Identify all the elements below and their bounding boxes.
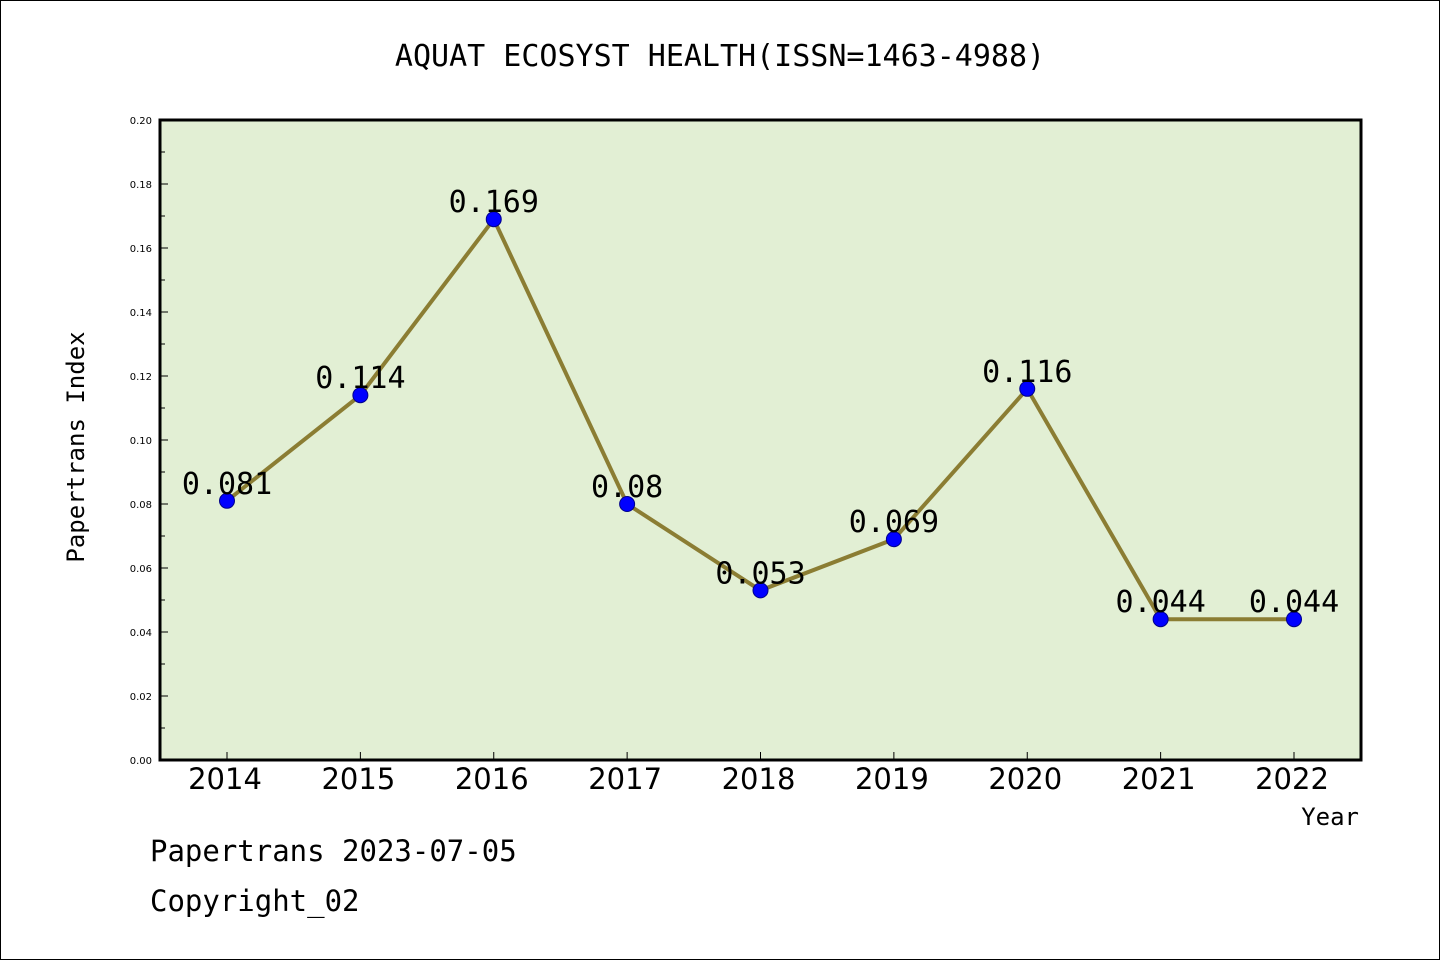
- y-tick-label: 0.18: [130, 180, 152, 191]
- y-tick-label: 0.16: [130, 244, 152, 255]
- x-tick-label: 2014: [188, 762, 262, 796]
- y-tick-label: 0.14: [130, 308, 152, 319]
- y-tick-label: 0.20: [130, 116, 152, 127]
- x-axis: 2014 2015 2016 2017 2018 2019 2020 2021 2022: [188, 752, 1329, 796]
- data-label: 0.08: [591, 470, 663, 505]
- data-point: [885, 531, 902, 548]
- footer-copyright: Copyright_02: [150, 884, 360, 918]
- y-tick-label: 0.08: [130, 500, 152, 511]
- data-label: 0.169: [449, 185, 539, 220]
- x-axis-label: Year: [1301, 803, 1359, 831]
- data-point: [219, 492, 235, 509]
- data-label: 0.044: [1249, 585, 1339, 620]
- y-tick-label: 0.10: [130, 436, 152, 447]
- data-point: [752, 582, 769, 599]
- data-point: [485, 211, 502, 228]
- y-axis-label: Papertrans Index: [62, 331, 90, 562]
- data-point: [1286, 611, 1302, 628]
- x-tick-label: 2015: [321, 762, 395, 796]
- x-tick-label: 2017: [588, 762, 662, 796]
- data-label: 0.069: [849, 505, 939, 540]
- data-point: [1019, 380, 1036, 397]
- x-tick-label: 2018: [722, 762, 796, 796]
- data-label: 0.053: [715, 556, 805, 591]
- series: 0.081 0.114 0.169 0.08 0.053 0.069 0.116 0.044 0…: [182, 185, 1339, 628]
- data-point: [352, 387, 369, 404]
- data-point: [1152, 611, 1169, 628]
- footer-date: Papertrans 2023-07-05: [150, 834, 517, 868]
- y-tick-label: 0.00: [130, 756, 152, 767]
- data-label: 0.114: [315, 361, 405, 396]
- data-point: [619, 496, 636, 512]
- y-tick-label: 0.02: [130, 692, 152, 703]
- x-tick-label: 2019: [855, 762, 929, 796]
- data-label: 0.116: [982, 355, 1072, 390]
- y-tick-label: 0.06: [130, 564, 152, 575]
- x-tick-label: 2020: [988, 762, 1062, 796]
- x-tick-label: 2022: [1255, 762, 1329, 796]
- data-label: 0.081: [182, 467, 272, 502]
- chart-title: AQUAT ECOSYST HEALTH(ISSN=1463-4988): [395, 39, 1045, 74]
- x-tick-label: 2016: [455, 762, 529, 796]
- y-tick-label: 0.04: [130, 628, 152, 639]
- x-tick-label: 2021: [1122, 762, 1196, 796]
- data-label: 0.044: [1115, 585, 1205, 620]
- y-axis: 0.00 0.02 0.04 0.06 0.08 0.10 0.12 0.14 0.16 0.18…: [130, 116, 168, 767]
- y-tick-label: 0.12: [130, 372, 152, 383]
- plot-area: [158, 118, 1363, 762]
